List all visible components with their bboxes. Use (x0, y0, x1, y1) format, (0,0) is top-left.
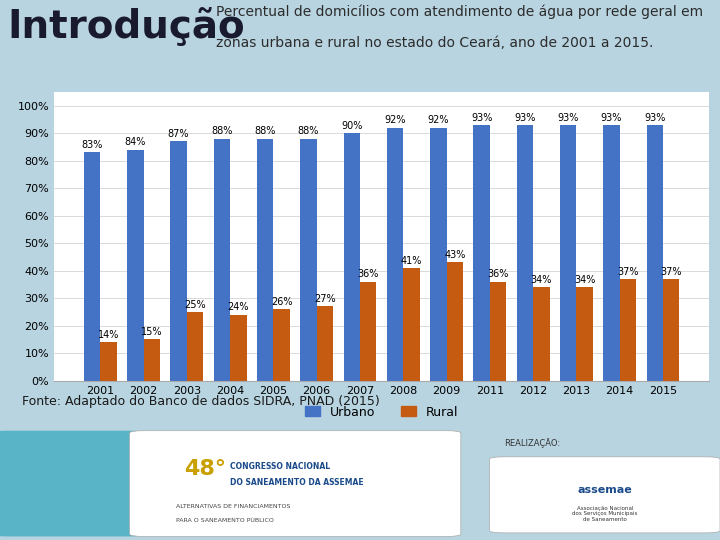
Text: 37%: 37% (660, 267, 682, 276)
Bar (517, 125, 533, 381)
Text: CONGRESSO NACIONAL: CONGRESSO NACIONAL (230, 462, 330, 471)
Text: 25%: 25% (184, 300, 206, 310)
Bar (171, 141, 186, 381)
Text: 93%: 93% (514, 113, 536, 123)
Text: 34%: 34% (531, 275, 552, 285)
Bar (317, 306, 333, 381)
Bar (620, 279, 636, 381)
Text: PARA O SANEAMENTO PÚBLICO: PARA O SANEAMENTO PÚBLICO (176, 518, 274, 523)
Text: Introdução: Introdução (7, 7, 245, 46)
Text: 48°: 48° (184, 458, 225, 479)
Bar (127, 150, 143, 381)
Bar (360, 282, 377, 381)
Bar (490, 282, 506, 381)
Bar (560, 125, 577, 381)
Text: 84%: 84% (125, 137, 146, 147)
Text: zonas urbana e rural no estado do Ceará, ano de 2001 a 2015.: zonas urbana e rural no estado do Ceará,… (216, 36, 653, 50)
Text: 24%: 24% (228, 302, 249, 313)
Text: 93%: 93% (471, 113, 492, 123)
Bar (343, 133, 360, 381)
Bar (603, 125, 620, 381)
Text: 88%: 88% (298, 126, 319, 137)
Bar (387, 127, 403, 381)
Text: 36%: 36% (487, 269, 509, 279)
Legend: Urbano, Rural: Urbano, Rural (300, 401, 463, 423)
Bar (186, 312, 203, 381)
Text: ALTERNATIVAS DE FINANCIAMENTOS: ALTERNATIVAS DE FINANCIAMENTOS (176, 504, 291, 509)
Bar (84, 152, 100, 381)
Text: Percentual de domicílios com atendimento de água por rede geral em: Percentual de domicílios com atendimento… (216, 4, 703, 19)
Bar (143, 340, 160, 381)
Bar (473, 125, 490, 381)
Text: 27%: 27% (314, 294, 336, 304)
Text: 88%: 88% (211, 126, 233, 137)
FancyBboxPatch shape (490, 457, 720, 533)
Text: 43%: 43% (444, 250, 465, 260)
Text: 88%: 88% (254, 126, 276, 137)
Bar (533, 287, 549, 381)
Text: 26%: 26% (271, 297, 292, 307)
Bar (577, 287, 593, 381)
Text: DO SANEAMENTO DA ASSEMAE: DO SANEAMENTO DA ASSEMAE (230, 478, 364, 488)
Bar (446, 262, 463, 381)
Text: 87%: 87% (168, 129, 189, 139)
Text: 93%: 93% (644, 113, 665, 123)
Bar (274, 309, 290, 381)
Text: 15%: 15% (141, 327, 163, 337)
FancyBboxPatch shape (130, 431, 461, 536)
Text: assemae: assemae (577, 485, 632, 495)
Text: 41%: 41% (401, 256, 422, 266)
Text: 92%: 92% (428, 116, 449, 125)
Bar (430, 127, 446, 381)
FancyBboxPatch shape (0, 431, 144, 536)
Text: 83%: 83% (81, 140, 103, 150)
Bar (100, 342, 117, 381)
Text: 92%: 92% (384, 116, 406, 125)
Text: 93%: 93% (557, 113, 579, 123)
Text: 14%: 14% (98, 330, 119, 340)
Bar (647, 125, 663, 381)
Text: Associação Nacional
dos Serviços Municipais
de Saneamento: Associação Nacional dos Serviços Municip… (572, 505, 637, 522)
Text: 90%: 90% (341, 121, 362, 131)
Bar (663, 279, 680, 381)
Text: REALIZAÇÃO:: REALIZAÇÃO: (504, 437, 560, 448)
Text: Fonte: Adaptado do Banco de dados SIDRA, PNAD (2015): Fonte: Adaptado do Banco de dados SIDRA,… (22, 395, 379, 408)
Bar (230, 315, 246, 381)
Bar (257, 139, 274, 381)
Text: 34%: 34% (574, 275, 595, 285)
Text: 37%: 37% (617, 267, 639, 276)
Bar (214, 139, 230, 381)
Text: 36%: 36% (358, 269, 379, 279)
Bar (300, 139, 317, 381)
Bar (403, 268, 420, 381)
Text: 93%: 93% (600, 113, 622, 123)
